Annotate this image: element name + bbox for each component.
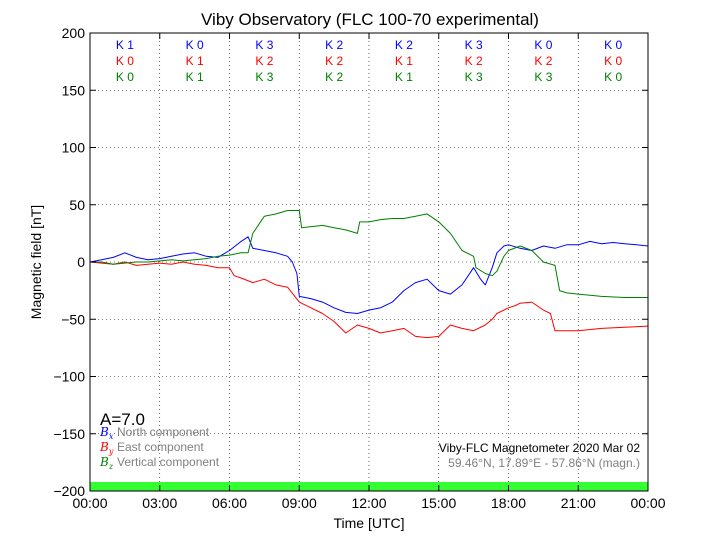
x-tick-label: 18:00: [491, 495, 526, 511]
y-tick-label: 200: [62, 25, 86, 41]
x-tick-label: 00:00: [72, 495, 107, 511]
k-index-label: K 3: [465, 38, 483, 52]
y-tick-label: −200: [53, 483, 85, 499]
x-tick-label: 15:00: [421, 495, 456, 511]
k-index-table: K 1 K 0 K 3 K 2 K 2 K 3 K 0 K 0 K 0 K 1 K 2 K 2 K 1 K…: [116, 38, 623, 84]
x-tick-label: 12:00: [351, 495, 386, 511]
k-index-label: K 3: [255, 38, 273, 52]
series-line-vertical-component: [90, 210, 648, 298]
y-tick-label: −100: [53, 369, 85, 385]
k-index-label: K 2: [325, 54, 343, 68]
k-index-label: K 2: [255, 54, 273, 68]
k-index-label: K 0: [604, 70, 622, 84]
k-index-label: K 1: [395, 70, 413, 84]
a-index-label: A=7.0: [100, 410, 145, 429]
legend-symbol: Bz: [99, 455, 114, 471]
series-line-north-component: [89, 236, 649, 314]
k-index-label: K 2: [534, 54, 552, 68]
info-line: 59.46°N, 17.89°E - 57.86°N (magn.): [448, 456, 640, 470]
y-axis-title: Magnetic field [nT]: [28, 205, 44, 319]
k-index-label: K 2: [465, 54, 483, 68]
k-index-label: K 2: [325, 38, 343, 52]
series-lines: [89, 210, 649, 339]
k-index-label: K 1: [186, 70, 204, 84]
k-index-label: K 1: [186, 54, 204, 68]
x-tick-label: 21:00: [561, 495, 596, 511]
legend-label: East component: [117, 440, 204, 454]
chart-title: Viby Observatory (FLC 100-70 experimenta…: [201, 10, 539, 29]
k-index-label: K 0: [604, 54, 622, 68]
k-index-label: K 0: [116, 54, 134, 68]
axis-ticks: 00:00 03:00 06:00 09:00 12:00 15:00 18:00 21:00…: [53, 25, 665, 511]
k-index-label: K 1: [395, 54, 413, 68]
x-tick-label: 00:00: [630, 495, 665, 511]
k-index-label: K 3: [465, 70, 483, 84]
info-line: Viby-FLC Magnetometer 2020 Mar 02: [439, 441, 641, 455]
k-index-label: K 2: [395, 38, 413, 52]
k-index-label: K 2: [325, 70, 343, 84]
k-index-label: K 0: [116, 70, 134, 84]
x-tick-label: 03:00: [142, 495, 177, 511]
y-tick-label: −150: [53, 426, 85, 442]
k-index-label: K 0: [534, 38, 552, 52]
legend-label: Vertical component: [117, 455, 220, 469]
x-axis-title: Time [UTC]: [333, 515, 404, 531]
x-tick-label: 06:00: [212, 495, 247, 511]
k-index-label: K 0: [604, 38, 622, 52]
legend-label: North component: [117, 425, 210, 439]
legend-symbol: By: [99, 440, 114, 456]
y-tick-label: 100: [62, 140, 86, 156]
info-block: Viby-FLC Magnetometer 2020 Mar 0259.46°N…: [439, 441, 641, 470]
series-line-east-component: [89, 261, 649, 339]
y-tick-label: 150: [62, 82, 86, 98]
k-index-label: K 0: [186, 38, 204, 52]
grid-lines: [90, 33, 648, 491]
y-tick-label: 0: [77, 254, 85, 270]
k-index-label: K 1: [116, 38, 134, 52]
y-tick-label: −50: [61, 311, 85, 327]
x-tick-label: 09:00: [282, 495, 317, 511]
k-index-label: K 3: [255, 70, 273, 84]
k-index-label: K 3: [534, 70, 552, 84]
y-tick-label: 50: [69, 197, 85, 213]
